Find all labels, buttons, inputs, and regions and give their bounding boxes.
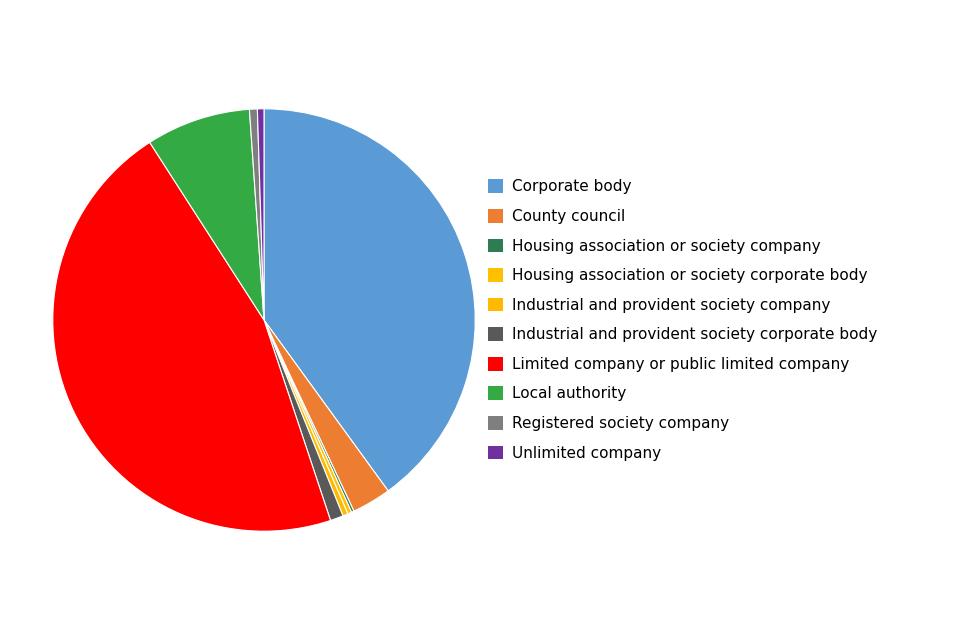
Wedge shape: [264, 320, 351, 514]
Wedge shape: [257, 109, 264, 320]
Wedge shape: [150, 109, 264, 320]
Wedge shape: [264, 109, 475, 491]
Legend: Corporate body, County council, Housing association or society company, Housing : Corporate body, County council, Housing …: [488, 179, 877, 461]
Wedge shape: [250, 109, 264, 320]
Wedge shape: [53, 142, 330, 531]
Wedge shape: [264, 320, 388, 511]
Wedge shape: [264, 320, 354, 512]
Wedge shape: [264, 320, 343, 520]
Wedge shape: [264, 320, 348, 516]
